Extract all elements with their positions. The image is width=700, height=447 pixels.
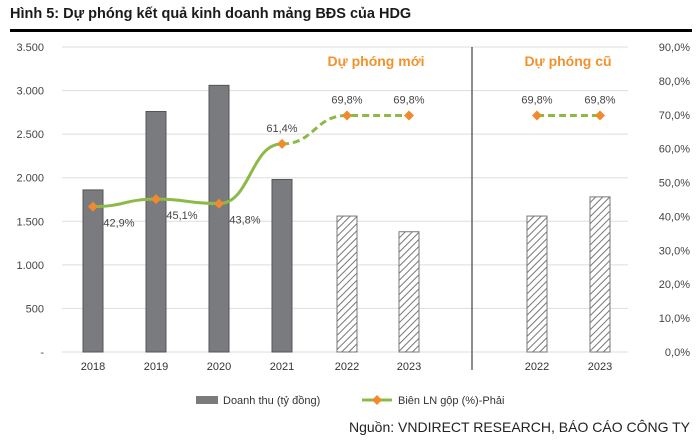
annotation-new-forecast: Dự phóng mới (327, 53, 424, 69)
x-tick-label: 2018 (81, 361, 105, 373)
right-tick-label: 90,0% (659, 42, 690, 54)
left-tick-label: 500 (26, 303, 44, 315)
left-tick-label: 2.500 (16, 129, 44, 141)
right-tick-label: 0,0% (665, 347, 690, 359)
x-tick-label: 2023 (588, 361, 612, 373)
title-rule (10, 29, 692, 32)
revenue-bar (82, 189, 104, 353)
right-tick-label: 40,0% (659, 211, 690, 223)
legend-label-margin: Biên LN gộp (%)-Phải (398, 395, 504, 407)
margin-marker (151, 194, 161, 205)
margin-data-label: 61,4% (266, 123, 297, 135)
right-tick-label: 80,0% (659, 76, 690, 88)
margin-marker (404, 110, 414, 121)
left-tick-label: 2.000 (16, 173, 44, 185)
x-tick-label: 2023 (397, 361, 421, 373)
margin-data-label: 69,8% (584, 94, 615, 106)
revenue-bar (208, 84, 230, 353)
source-note: Nguồn: VNDIRECT RESEARCH, BÁO CÁO CÔNG T… (348, 419, 690, 435)
right-tick-label: 50,0% (659, 178, 690, 190)
revenue-bar (271, 178, 293, 353)
revenue-bar (526, 215, 548, 353)
legend-label-revenue: Doanh thu (tỷ đồng) (223, 395, 320, 407)
figure-title: Hình 5: Dự phóng kết quả kinh doanh mảng… (10, 6, 412, 22)
margin-data-label: 42,9% (103, 218, 134, 230)
margin-marker (532, 110, 542, 121)
right-tick-label: 30,0% (659, 245, 690, 257)
right-tick-label: 70,0% (659, 110, 690, 122)
legend: Doanh thu (tỷ đồng) Biên LN gộp (%)-Phải (196, 395, 504, 407)
x-tick-label: 2019 (144, 361, 168, 373)
x-tick-label: 2022 (335, 361, 359, 373)
margin-marker (595, 110, 605, 121)
margin-line-forecast-new (281, 113, 409, 146)
margin-marker (342, 110, 352, 121)
margin-data-label: 69,8% (331, 94, 362, 106)
right-tick-label: 20,0% (659, 279, 690, 291)
revenue-bar (336, 215, 358, 353)
margin-data-label: 45,1% (166, 210, 197, 222)
left-tick-label: 1.500 (16, 216, 44, 228)
margin-data-label: 43,8% (229, 215, 260, 227)
x-tick-label: 2020 (207, 361, 231, 373)
legend-swatch-revenue (196, 396, 218, 404)
margin-marker (214, 198, 224, 209)
margin-marker (277, 138, 287, 149)
revenue-bar (398, 231, 420, 353)
left-tick-label: 3.500 (16, 42, 44, 54)
revenue-bar (589, 196, 611, 353)
margin-data-label: 69,8% (521, 94, 552, 106)
left-tick-label: 3.000 (16, 86, 44, 98)
left-tick-label: - (40, 347, 44, 359)
left-tick-label: 1.000 (16, 260, 44, 272)
x-tick-label: 2022 (525, 361, 549, 373)
x-tick-label: 2021 (270, 361, 294, 373)
margin-marker (88, 201, 98, 212)
annotation-old-forecast: Dự phóng cũ (524, 53, 611, 69)
right-tick-label: 60,0% (659, 144, 690, 156)
legend-marker-margin (372, 395, 382, 405)
revenue-bar (145, 110, 167, 353)
right-tick-label: 10,0% (659, 313, 690, 325)
margin-data-label: 69,8% (393, 94, 424, 106)
margin-line-actual (92, 142, 283, 209)
